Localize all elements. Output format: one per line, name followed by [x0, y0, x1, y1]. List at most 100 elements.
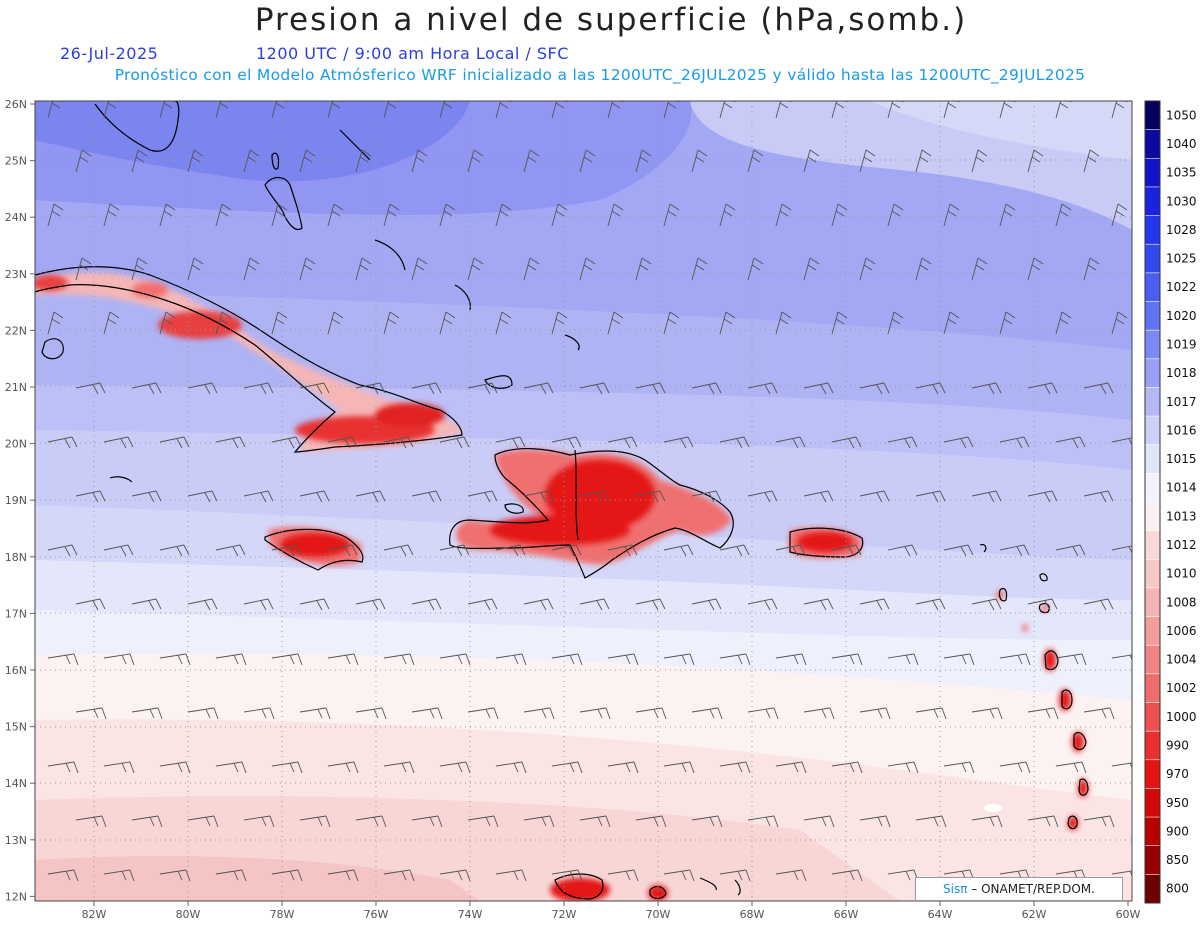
- latitude-axis: 26N 25N 24N 23N 22N 21N 20N 19N 18N 17N 16N 15N 14N 1…: [5, 98, 35, 903]
- wind-barb: [915, 490, 946, 503]
- colorbar-swatch: [1145, 702, 1160, 732]
- wind-barb: [383, 544, 414, 557]
- wind-barb: [439, 311, 456, 335]
- wind-barb: [327, 203, 344, 227]
- wind-barb: [1027, 382, 1058, 395]
- lat-label: 22N: [5, 324, 27, 337]
- wind-barb: [663, 311, 680, 335]
- wind-barb: [159, 761, 191, 774]
- wind-barbs: [47, 101, 1132, 882]
- colorbar-label: 1002: [1166, 681, 1197, 695]
- map-field: [35, 101, 1132, 901]
- wind-barb: [1083, 815, 1115, 828]
- wind-barb: [383, 653, 415, 666]
- wind-barb: [859, 382, 890, 395]
- wind-barb: [383, 436, 414, 449]
- lon-label: 72W: [552, 908, 577, 921]
- wind-barb: [1083, 149, 1100, 173]
- lat-label: 13N: [5, 834, 27, 847]
- wind-barb: [243, 382, 274, 395]
- wind-barb: [971, 815, 1003, 828]
- colorbar-label: 1040: [1166, 137, 1197, 151]
- lat-label: 20N: [5, 438, 27, 451]
- map-title: Presion a nivel de superficie (hPa,somb.…: [254, 2, 968, 38]
- wind-barb: [551, 869, 583, 882]
- wind-barb: [187, 707, 219, 720]
- wind-barb: [663, 101, 680, 119]
- colorbar-swatch: [1145, 874, 1160, 904]
- wind-barb: [999, 203, 1016, 227]
- wind-barb: [607, 869, 639, 882]
- wind-barb: [719, 311, 736, 335]
- wind-barb: [439, 544, 470, 557]
- wind-barb: [159, 101, 176, 119]
- wind-barb: [803, 598, 834, 611]
- lat-label: 24N: [5, 211, 27, 224]
- wind-barb: [747, 257, 764, 281]
- wind-barb: [719, 436, 750, 449]
- wind-barb: [635, 490, 666, 503]
- colorbar-swatch: [1145, 244, 1160, 274]
- lat-label: 25N: [5, 155, 27, 168]
- wind-barb: [75, 815, 107, 828]
- wind-barb: [747, 707, 779, 720]
- colorbar-swatch: [1145, 788, 1160, 818]
- colorbar-swatch: [1145, 845, 1160, 875]
- wind-barb: [187, 382, 218, 395]
- colorbar-swatch: [1145, 272, 1160, 302]
- lat-label: 17N: [5, 607, 27, 620]
- valid-time: 1200 UTC / 9:00 am Hora Local / SFC: [256, 44, 569, 63]
- wind-barb: [579, 490, 610, 503]
- wind-barb: [1055, 436, 1086, 449]
- wind-barb: [187, 257, 204, 281]
- wind-barb: [943, 203, 960, 227]
- wind-barb: [1111, 870, 1132, 877]
- wind-barb: [691, 490, 722, 503]
- wind-barb: [523, 257, 540, 281]
- wind-barb: [159, 544, 190, 557]
- wind-barb: [299, 490, 330, 503]
- wind-barb: [383, 761, 415, 774]
- wind-barb: [691, 598, 722, 611]
- map-frame: [34, 100, 1133, 902]
- colorbar-label: 1020: [1166, 309, 1197, 323]
- wind-barb: [243, 257, 260, 281]
- wind-barb: [523, 149, 540, 173]
- colorbar-label: 1028: [1166, 223, 1197, 237]
- wind-barb: [131, 598, 162, 611]
- wind-barb: [551, 544, 582, 557]
- colorbar-label: 1017: [1166, 395, 1197, 409]
- wind-barb: [47, 544, 78, 557]
- wind-barb: [1027, 149, 1044, 173]
- wind-barb: [831, 101, 848, 119]
- wind-barb: [495, 761, 527, 774]
- wind-barb: [75, 707, 107, 720]
- wind-barb: [439, 101, 456, 119]
- wind-barb: [1055, 203, 1072, 227]
- wind-barb: [47, 436, 78, 449]
- wind-barb: [327, 436, 358, 449]
- lon-label: 64W: [928, 908, 953, 921]
- wind-barb: [1111, 311, 1128, 335]
- wind-barb: [607, 311, 624, 335]
- colorbar-swatch: [1145, 817, 1160, 847]
- wind-barb: [1111, 762, 1132, 769]
- lon-label: 74W: [458, 908, 483, 921]
- colorbar-label: 1030: [1166, 194, 1197, 208]
- longitude-axis: 82W 80W 78W 76W 74W 72W 70W 68W 66W 64W 62W 60W: [82, 901, 1141, 921]
- wind-barb: [831, 436, 862, 449]
- wind-barb: [75, 598, 106, 611]
- wind-barb: [1055, 101, 1072, 119]
- colorbar-label: 1019: [1166, 337, 1197, 351]
- lon-label: 76W: [364, 908, 389, 921]
- wind-barb: [411, 490, 442, 503]
- wind-barb: [943, 653, 975, 666]
- wind-barb: [663, 544, 694, 557]
- colorbar-swatch: [1145, 330, 1160, 360]
- wind-barb: [467, 382, 498, 395]
- lon-label: 62W: [1022, 908, 1047, 921]
- wind-barb: [187, 815, 219, 828]
- colorbar-label: 1050: [1166, 108, 1197, 122]
- wind-barb: [131, 257, 148, 281]
